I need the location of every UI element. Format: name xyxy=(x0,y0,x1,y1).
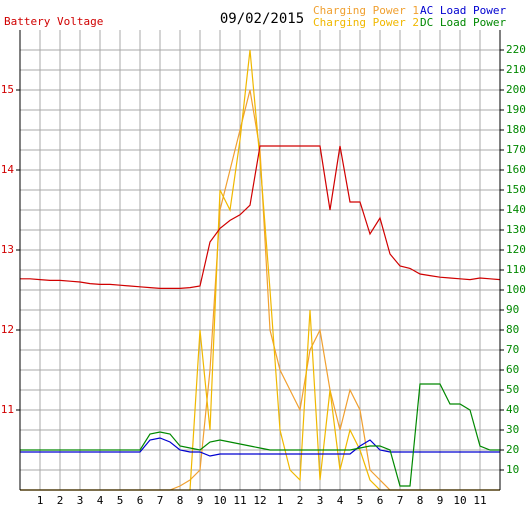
y2-tick-label: 110 xyxy=(506,263,526,276)
y2-tick-label: 50 xyxy=(506,383,519,396)
legend-entry: Charging Power 1 xyxy=(313,4,419,17)
series-line xyxy=(20,383,500,487)
x-tick-label: 3 xyxy=(317,494,324,507)
x-tick-label: 2 xyxy=(297,494,304,507)
y2-tick-label: 80 xyxy=(506,323,519,336)
y2-tick-label: 180 xyxy=(506,123,526,136)
y2-tick-label: 40 xyxy=(506,403,519,416)
y2-tick-label: 210 xyxy=(506,63,526,76)
chart-title: 09/02/2015 xyxy=(220,11,304,27)
y2-tick-label: 140 xyxy=(506,203,526,216)
x-tick-label: 2 xyxy=(57,494,64,507)
y2-tick-label: 20 xyxy=(506,443,519,456)
y2-tick-label: 170 xyxy=(506,143,526,156)
x-tick-label: 1 xyxy=(37,494,44,507)
y2-tick-label: 160 xyxy=(506,163,526,176)
y2-tick-label: 10 xyxy=(506,463,519,476)
y-tick-label: 12 xyxy=(1,323,14,336)
y2-tick-label: 190 xyxy=(506,103,526,116)
x-tick-label: 7 xyxy=(397,494,404,507)
y2-tick-label: 130 xyxy=(506,223,526,236)
x-tick-label: 6 xyxy=(377,494,384,507)
series-line xyxy=(20,437,500,457)
y-tick-label: 13 xyxy=(1,243,14,256)
y2-tick-label: 120 xyxy=(506,243,526,256)
x-tick-label: 6 xyxy=(137,494,144,507)
x-tick-label: 11 xyxy=(473,494,486,507)
y-axis-label: Battery Voltage xyxy=(4,15,103,28)
y2-tick-label: 100 xyxy=(506,283,526,296)
y2-tick-label: 30 xyxy=(506,423,519,436)
y2-tick-label: 220 xyxy=(506,43,526,56)
legend-entry: DC Load Power xyxy=(420,16,506,29)
x-tick-label: 9 xyxy=(197,494,204,507)
x-tick-label: 10 xyxy=(453,494,466,507)
x-tick-label: 4 xyxy=(97,494,104,507)
legend-entry: Charging Power 2 xyxy=(313,16,419,29)
y-tick-label: 14 xyxy=(1,163,15,176)
grid xyxy=(20,30,500,490)
y-tick-label: 11 xyxy=(1,403,14,416)
y2-tick-label: 70 xyxy=(506,343,519,356)
x-tick-label: 7 xyxy=(157,494,164,507)
y2-tick-label: 150 xyxy=(506,183,526,196)
x-tick-label: 4 xyxy=(337,494,344,507)
x-tick-label: 9 xyxy=(437,494,444,507)
x-tick-label: 1 xyxy=(277,494,284,507)
x-tick-label: 8 xyxy=(417,494,424,507)
x-tick-label: 8 xyxy=(177,494,184,507)
y2-tick-label: 90 xyxy=(506,303,519,316)
series-line xyxy=(20,145,501,289)
x-tick-label: 10 xyxy=(213,494,226,507)
y2-tick-label: 200 xyxy=(506,83,526,96)
x-tick-label: 3 xyxy=(77,494,84,507)
x-tick-label: 5 xyxy=(357,494,364,507)
axes: 1 2 3 4 5 6 7 8 9 10 11 12 1 2 3 4 5 6 7 8 9 10 11102030405060… xyxy=(1,30,526,507)
x-tick-label: 12 xyxy=(253,494,266,507)
legend-entry: AC Load Power xyxy=(420,4,506,17)
x-tick-label: 5 xyxy=(117,494,124,507)
y-tick-label: 15 xyxy=(1,83,14,96)
x-tick-label: 11 xyxy=(233,494,246,507)
y2-tick-label: 60 xyxy=(506,363,519,376)
